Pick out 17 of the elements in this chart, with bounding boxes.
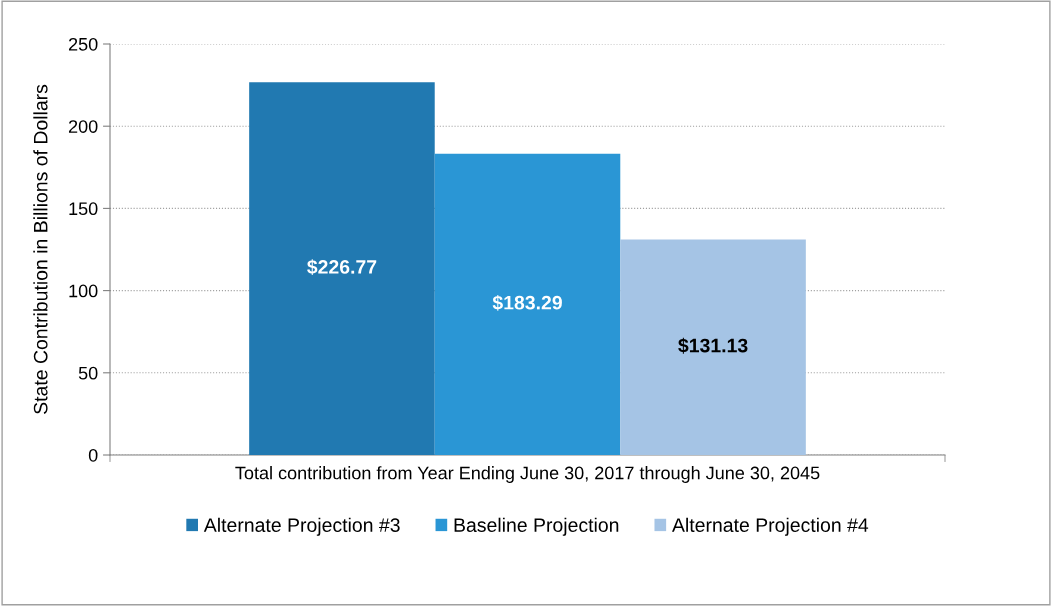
- data-label: $131.13: [678, 337, 748, 354]
- y-tick-label: 100: [69, 284, 98, 298]
- x-tick-label: Total contribution from Year Ending June 30, 2017 through June 30, 2045: [235, 466, 820, 483]
- y-tick-label: 50: [78, 366, 98, 380]
- y-tick-label: 200: [68, 120, 98, 133]
- legend-label: Baseline Projection: [454, 517, 619, 536]
- y-tick-label: 150: [69, 202, 98, 216]
- data-label: $183.29: [492, 294, 562, 311]
- bar: [249, 82, 435, 455]
- data-label: $226.77: [307, 259, 377, 276]
- bar: [620, 239, 806, 455]
- legend-label: Alternate Projection #4: [672, 517, 869, 536]
- y-tick-label: 250: [68, 37, 98, 51]
- bar: [434, 153, 621, 455]
- y-tick-label: 0: [88, 448, 98, 462]
- y-axis-title: State Contribution in Billions of Dollars: [33, 84, 48, 414]
- legend-label: Alternate Projection #3: [203, 517, 400, 536]
